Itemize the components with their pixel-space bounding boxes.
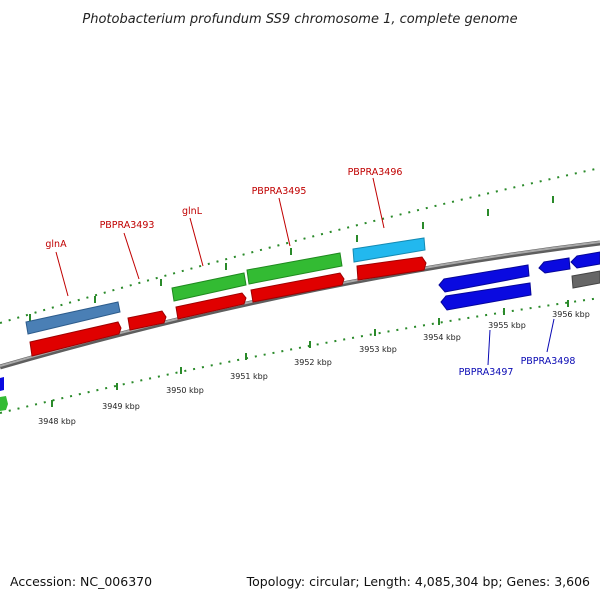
cds-PBPRA3495[interactable] <box>250 272 345 303</box>
scale-labels: 3948 kbp 3949 kbp 3950 kbp 3951 kbp 3952… <box>38 310 590 426</box>
scale-label-3952: 3952 kbp <box>294 358 332 367</box>
forward-gene-row <box>25 237 426 335</box>
cds-offscreen-right[interactable] <box>571 270 600 289</box>
label-leaders <box>55 177 555 366</box>
scale-label-3955: 3955 kbp <box>488 321 526 330</box>
gene-glnA[interactable] <box>25 301 121 335</box>
label-PBPRA3495: PBPRA3495 <box>252 186 307 197</box>
cds-offscreen-left-green[interactable] <box>0 396 8 411</box>
inner-tick-row <box>0 297 600 414</box>
gene-offscreen-right[interactable] <box>570 251 600 269</box>
label-PBPRA3493: PBPRA3493 <box>100 220 155 231</box>
label-PBPRA3497: PBPRA3497 <box>459 367 514 378</box>
label-PBPRA3496: PBPRA3496 <box>348 167 403 178</box>
genome-summary-text: Topology: circular; Length: 4,085,304 bp… <box>246 574 590 589</box>
left-edge-features <box>0 377 8 411</box>
scale-label-3956: 3956 kbp <box>552 310 590 319</box>
forward-cds-row <box>29 256 427 357</box>
scale-label-3954: 3954 kbp <box>423 333 461 342</box>
cds-glnL[interactable] <box>175 292 247 320</box>
reverse-gene-row <box>438 251 600 293</box>
cds-offscreen-left-blue[interactable] <box>0 377 4 391</box>
gene-PBPRA3496[interactable] <box>352 237 426 263</box>
map-title: Photobacterium profundum SS9 chromosome … <box>82 12 517 27</box>
scale-label-3951: 3951 kbp <box>230 372 268 381</box>
cds-glnA[interactable] <box>29 321 122 357</box>
scale-label-3950: 3950 kbp <box>166 386 204 395</box>
inner-major-ticks <box>51 300 569 407</box>
reverse-cds-row <box>440 270 600 311</box>
gene-labels: glnA PBPRA3493 glnL PBPRA3495 PBPRA3496 … <box>45 167 575 378</box>
cds-PBPRA3496[interactable] <box>356 256 427 281</box>
cds-PBPRA3497[interactable] <box>440 282 532 311</box>
scale-label-3953: 3953 kbp <box>359 345 397 354</box>
scale-label-3948: 3948 kbp <box>38 417 76 426</box>
accession-text: Accession: NC_006370 <box>10 574 152 589</box>
label-PBPRA3498: PBPRA3498 <box>521 356 576 367</box>
gene-glnL[interactable] <box>171 272 247 302</box>
outer-major-ticks <box>29 196 554 321</box>
gene-PBPRA3498[interactable] <box>538 257 571 274</box>
scale-label-3949: 3949 kbp <box>102 402 140 411</box>
cds-PBPRA3493[interactable] <box>127 310 167 331</box>
gene-PBPRA3497[interactable] <box>438 264 530 293</box>
label-glnA: glnA <box>45 239 67 250</box>
gene-PBPRA3495[interactable] <box>246 252 343 285</box>
label-glnL: glnL <box>182 206 203 217</box>
